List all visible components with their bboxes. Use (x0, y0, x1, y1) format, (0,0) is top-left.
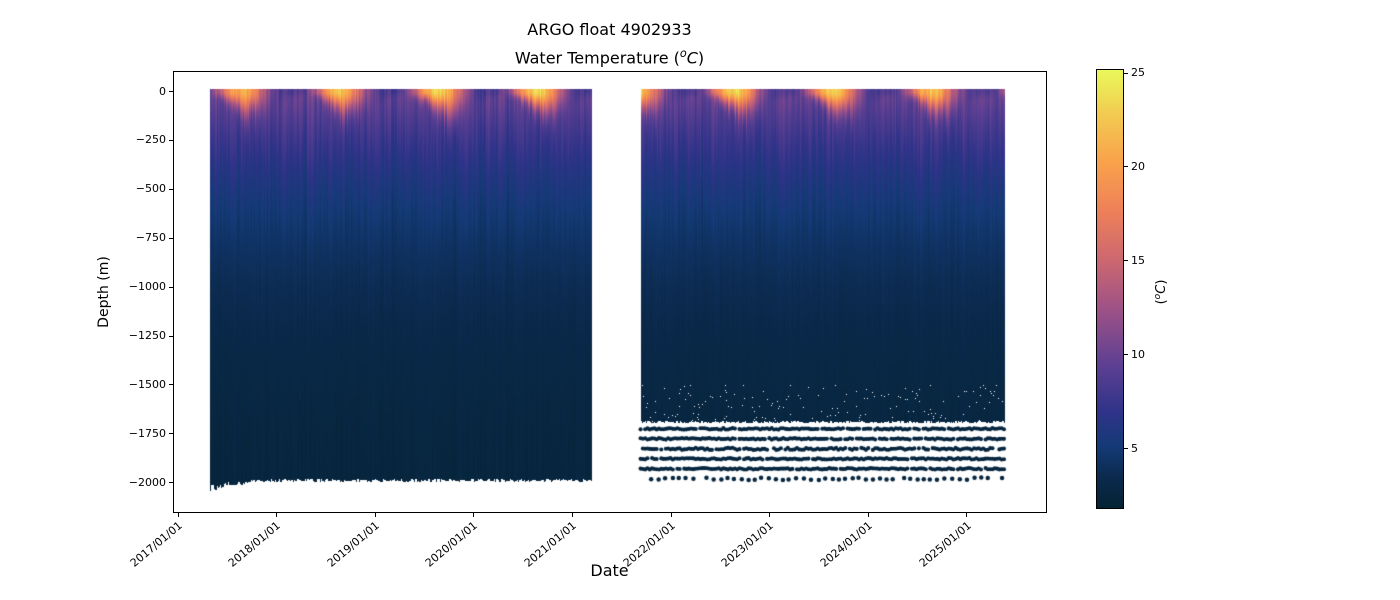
x-tick-mark (177, 513, 179, 517)
chart-title: ARGO float 4902933 (527, 20, 692, 39)
y-tick-label: −1500 (128, 377, 166, 391)
y-tick-label: −1000 (128, 280, 166, 294)
colorbar-tick-mark (1124, 166, 1128, 168)
colorbar-tick-mark (1124, 72, 1128, 74)
y-tick-mark (169, 335, 173, 337)
y-tick-mark (169, 384, 173, 386)
chart-title-block: ARGO float 4902933 Water Temperature (oC… (174, 18, 1045, 70)
y-tick-mark (169, 188, 173, 190)
y-tick-mark (169, 139, 173, 141)
y-tick-mark (169, 91, 173, 93)
colorbar-tick-label: 25 (1131, 66, 1145, 79)
y-tick-label: −1250 (128, 329, 166, 342)
colorbar-tick-mark (1124, 354, 1128, 356)
x-tick-mark (374, 513, 376, 517)
x-tick-mark (572, 513, 574, 517)
y-tick-mark (169, 237, 173, 239)
x-axis-label: Date (590, 561, 629, 580)
y-tick-label: −1750 (128, 426, 166, 440)
plot-frame (173, 71, 1047, 513)
y-tick-label: −250 (135, 133, 166, 147)
colorbar-tick-label: 15 (1131, 253, 1145, 267)
colorbar (1096, 69, 1124, 509)
y-tick-label: −2000 (128, 475, 166, 489)
temperature-section-canvas (174, 72, 1045, 512)
colorbar-tick-label: 5 (1131, 441, 1138, 455)
colorbar-tick-label: 10 (1131, 347, 1145, 361)
y-axis-label: Depth (m) (96, 256, 112, 328)
y-tick-label: −750 (135, 231, 166, 245)
x-tick-mark (670, 513, 672, 517)
x-tick-mark (473, 513, 475, 517)
colorbar-tick-label: 20 (1131, 159, 1145, 173)
chart-subtitle: Water Temperature (oC) (514, 47, 705, 68)
y-tick-mark (169, 433, 173, 435)
x-tick-mark (867, 513, 869, 517)
colorbar-label: (oC) (1152, 279, 1170, 305)
x-tick-mark (769, 513, 771, 517)
colorbar-tick-mark (1124, 448, 1128, 450)
x-tick-mark (276, 513, 278, 517)
colorbar-tick-mark (1124, 260, 1128, 262)
y-tick-mark (169, 286, 173, 288)
x-tick-mark (966, 513, 968, 517)
y-tick-mark (169, 482, 173, 484)
y-tick-label: 0 (159, 84, 166, 98)
y-tick-label: −500 (135, 182, 166, 196)
